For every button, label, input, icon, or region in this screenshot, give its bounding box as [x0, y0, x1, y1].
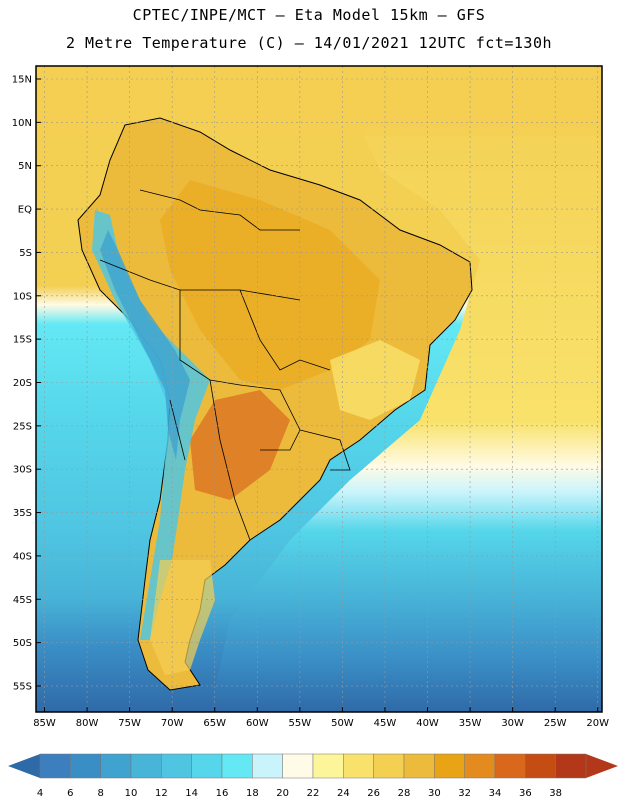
lat-tick-label: 10N	[12, 118, 32, 129]
colorbar-label: 24	[337, 788, 350, 799]
lon-tick-label: 55W	[289, 718, 312, 729]
lat-tick-label: 55S	[13, 681, 32, 692]
colorbar-swatch	[252, 753, 283, 779]
colorbar-swatch	[312, 753, 344, 779]
colorbar-label: 16	[216, 788, 229, 799]
colorbar-swatch	[191, 753, 223, 779]
colorbar-label: 36	[519, 788, 532, 799]
colorbar-label: 22	[307, 788, 320, 799]
map-gridlines	[36, 66, 602, 712]
lat-tick-label: 5N	[18, 161, 32, 172]
colorbar-swatch	[343, 753, 374, 779]
lon-tick-label: 60W	[246, 718, 269, 729]
lat-tick-label: 35S	[13, 508, 32, 519]
colorbar-swatch	[70, 753, 101, 779]
colorbar-label: 34	[489, 788, 502, 799]
andes-cold-core	[100, 230, 190, 460]
lat-tick-label: 45S	[13, 595, 32, 606]
lon-tick-label: 20W	[586, 718, 609, 729]
colorbar-label: 30	[428, 788, 441, 799]
lon-tick-label: 35W	[459, 718, 482, 729]
map-title-line1: CPTEC/INPE/MCT – Eta Model 15km – GFS	[132, 6, 486, 24]
lon-tick-label: 65W	[203, 718, 226, 729]
colorbar-swatch	[494, 753, 526, 779]
colorbar-swatch	[221, 753, 253, 779]
lon-tick-label: 50W	[331, 718, 354, 729]
colorbar-above-arrow	[586, 754, 618, 778]
colorbar-label: 6	[67, 788, 73, 799]
lon-tick-label: 85W	[33, 718, 56, 729]
colorbar-swatch	[130, 753, 162, 779]
lat-tick-label: 15S	[13, 335, 32, 346]
ocean-field-atlantic	[210, 66, 602, 712]
longitude-labels: 85W 80W 75W 70W 65W 60W 55W 50W 45W 40W 35W 30W 25W 2…	[33, 707, 609, 729]
colorbar-label: 26	[367, 788, 380, 799]
map-title-line2: 2 Metre Temperature (C) – 14/01/2021 12U…	[65, 34, 553, 52]
colorbar-label: 8	[97, 788, 103, 799]
brazil-highlands-mild-zone	[330, 340, 420, 420]
lat-tick-label: 25S	[13, 421, 32, 432]
lat-tick-label: EQ	[18, 205, 32, 216]
lat-tick-label: 10S	[13, 291, 32, 302]
colorbar-swatch	[403, 753, 435, 779]
lat-tick-label: 15N	[12, 75, 32, 86]
colorbar-label: 14	[185, 788, 198, 799]
lat-tick-label: 30S	[13, 465, 32, 476]
patagonia-zone	[150, 560, 215, 675]
colorbar-swatch	[525, 753, 556, 779]
lat-tick-label: 50S	[13, 638, 32, 649]
lon-tick-label: 80W	[76, 718, 99, 729]
colorbar-label: 38	[549, 788, 562, 799]
lon-tick-label: 25W	[544, 718, 567, 729]
colorbar-swatch	[555, 753, 587, 779]
lon-tick-label: 70W	[161, 718, 184, 729]
map-frame	[35, 65, 603, 713]
colorbar-swatch	[373, 753, 405, 779]
lon-tick-label: 45W	[374, 718, 397, 729]
colorbar-label: 10	[125, 788, 138, 799]
lat-tick-label: 20S	[13, 378, 32, 389]
colorbar-swatch	[282, 753, 314, 779]
latitude-labels: 15N 10N 5N EQ 5S 10S 15S 20S 25S 30S 35S 40S 45S 50S 5…	[12, 75, 41, 692]
colorbar-swatch	[100, 753, 132, 779]
lat-tick-label: 40S	[13, 551, 32, 562]
colorbar-below-arrow	[8, 754, 40, 778]
colorbar-swatch	[464, 753, 496, 779]
colorbar-swatch	[161, 753, 192, 779]
temperature-colorbar: 4 6 8 10 12 14 16 18 20 22 24 26 28 30 32 34 36 38	[8, 753, 618, 799]
colorbar-label: 12	[155, 788, 168, 799]
lon-tick-label: 75W	[118, 718, 141, 729]
lat-tick-label: 5S	[19, 248, 32, 259]
ocean-field-caribbean	[36, 66, 602, 136]
lon-tick-label: 30W	[501, 718, 524, 729]
colorbar-swatch	[39, 753, 71, 779]
country-borders	[99, 189, 351, 541]
colorbar-label: 18	[246, 788, 259, 799]
colorbar-label: 28	[398, 788, 411, 799]
colorbar-label: 4	[37, 788, 43, 799]
colorbar-label: 32	[458, 788, 471, 799]
colorbar-label: 20	[276, 788, 289, 799]
lon-tick-label: 40W	[416, 718, 439, 729]
colorbar-swatch	[434, 753, 465, 779]
